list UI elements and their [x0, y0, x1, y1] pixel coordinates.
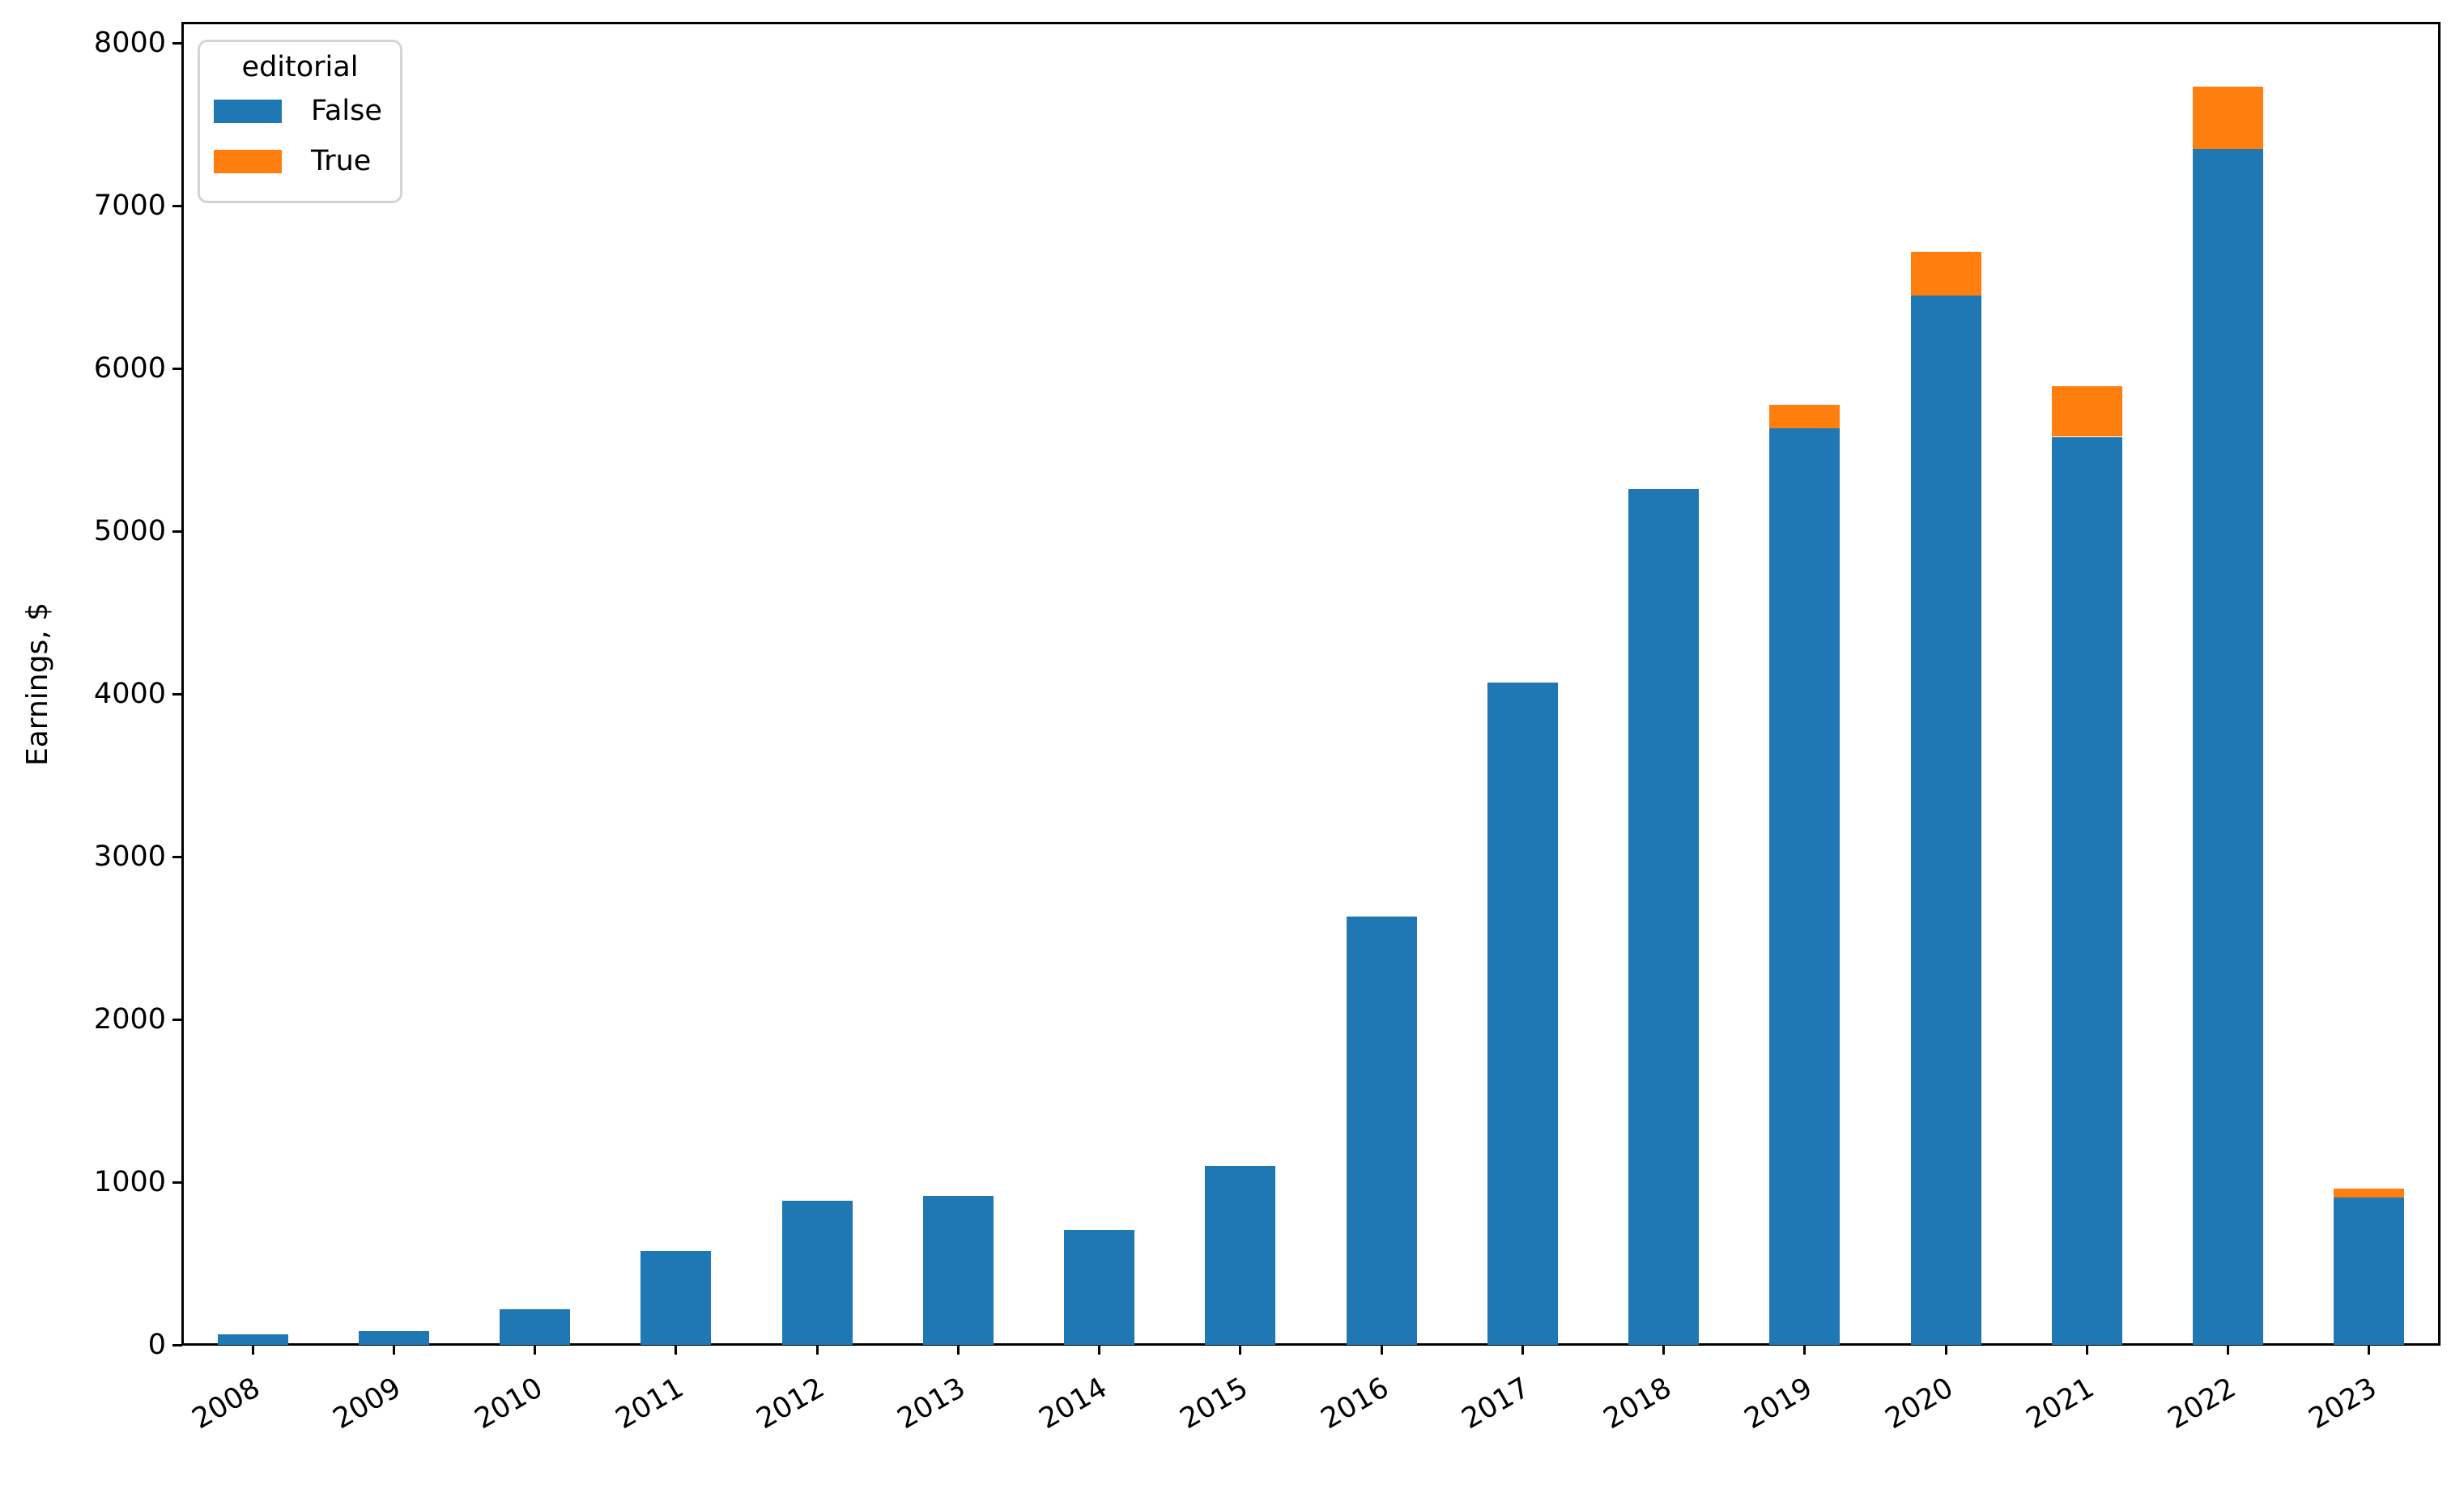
x-tick-2013 — [956, 1345, 960, 1355]
bar-2015-false — [1205, 1165, 1276, 1345]
x-tick-label-2021: 2021 — [2021, 1372, 2100, 1436]
x-tick-2020 — [1944, 1345, 1947, 1355]
bar-2009-false — [358, 1330, 429, 1345]
bar-2022-true — [2193, 87, 2264, 149]
x-tick-2017 — [1521, 1345, 1524, 1355]
bar-2011-false — [640, 1251, 712, 1345]
x-tick-2012 — [815, 1345, 819, 1355]
y-tick-3000 — [172, 855, 182, 858]
bar-2019-true — [1769, 405, 1841, 429]
x-tick-2021 — [2085, 1345, 2088, 1355]
x-tick-label-2016: 2016 — [1315, 1372, 1395, 1436]
bar-2017-false — [1487, 682, 1558, 1345]
x-tick-label-2015: 2015 — [1174, 1372, 1253, 1436]
x-tick-label-2011: 2011 — [610, 1372, 689, 1436]
x-tick-label-2009: 2009 — [328, 1372, 407, 1436]
y-tick-label-5000: 5000 — [93, 515, 166, 548]
bar-2022-false — [2193, 148, 2264, 1345]
y-tick-8000 — [172, 41, 182, 45]
legend-label-false: False — [311, 95, 382, 127]
bar-2013-false — [922, 1196, 994, 1345]
y-tick-label-7000: 7000 — [93, 189, 166, 223]
y-tick-5000 — [172, 530, 182, 533]
legend: editorial False True — [198, 40, 402, 203]
x-tick-label-2018: 2018 — [1598, 1372, 1677, 1436]
bar-2019-false — [1769, 428, 1841, 1345]
y-tick-1000 — [172, 1181, 182, 1184]
y-tick-2000 — [172, 1018, 182, 1021]
legend-swatch-true — [214, 149, 282, 173]
x-tick-2022 — [2227, 1345, 2230, 1355]
x-tick-2011 — [675, 1345, 678, 1355]
y-tick-label-1000: 1000 — [93, 1166, 166, 1198]
bar-2020-true — [1910, 252, 1981, 296]
x-tick-2019 — [1803, 1345, 1807, 1355]
bar-2023-true — [2334, 1189, 2405, 1198]
legend-item-false: False — [200, 86, 400, 136]
bar-2008-false — [217, 1334, 288, 1345]
y-tick-label-6000: 6000 — [93, 352, 166, 385]
legend-swatch-false — [214, 99, 282, 123]
bar-2021-false — [2051, 436, 2122, 1345]
x-tick-label-2022: 2022 — [2162, 1372, 2241, 1436]
legend-item-true: True — [200, 136, 400, 186]
x-tick-2023 — [2368, 1345, 2371, 1355]
x-tick-label-2014: 2014 — [1033, 1372, 1113, 1436]
x-tick-2015 — [1239, 1345, 1242, 1355]
bar-2014-false — [1064, 1230, 1135, 1345]
x-tick-label-2013: 2013 — [892, 1372, 972, 1436]
y-tick-7000 — [172, 204, 182, 207]
bar-2023-false — [2334, 1198, 2405, 1345]
x-tick-2016 — [1380, 1345, 1383, 1355]
y-tick-0 — [172, 1343, 182, 1346]
x-tick-label-2012: 2012 — [751, 1372, 831, 1436]
x-tick-label-2020: 2020 — [1879, 1372, 1960, 1436]
x-tick-2010 — [534, 1345, 537, 1355]
x-tick-2008 — [251, 1345, 254, 1355]
x-tick-label-2008: 2008 — [186, 1372, 266, 1436]
y-tick-label-4000: 4000 — [93, 678, 166, 711]
bar-2012-false — [781, 1201, 853, 1345]
x-tick-label-2010: 2010 — [469, 1372, 548, 1436]
x-tick-label-2017: 2017 — [1457, 1372, 1536, 1436]
y-tick-label-0: 0 — [147, 1329, 166, 1361]
x-tick-label-2019: 2019 — [1738, 1372, 1818, 1436]
y-tick-6000 — [172, 367, 182, 370]
bar-2018-false — [1628, 488, 1700, 1345]
y-axis-label: Earnings, $ — [21, 602, 54, 766]
y-tick-4000 — [172, 692, 182, 696]
bar-2021-true — [2051, 386, 2122, 437]
x-tick-2009 — [392, 1345, 395, 1355]
y-tick-label-3000: 3000 — [93, 840, 166, 874]
bar-2016-false — [1346, 917, 1417, 1345]
bar-2020-false — [1910, 295, 1981, 1345]
legend-label-true: True — [311, 145, 372, 177]
legend-title: editorial — [241, 51, 359, 83]
legend-items: False True — [200, 86, 400, 186]
x-tick-label-2023: 2023 — [2303, 1372, 2382, 1436]
y-tick-label-2000: 2000 — [93, 1003, 166, 1036]
y-tick-label-8000: 8000 — [93, 27, 166, 60]
bar-2010-false — [500, 1308, 571, 1345]
x-tick-2018 — [1662, 1345, 1666, 1355]
x-tick-2014 — [1098, 1345, 1101, 1355]
